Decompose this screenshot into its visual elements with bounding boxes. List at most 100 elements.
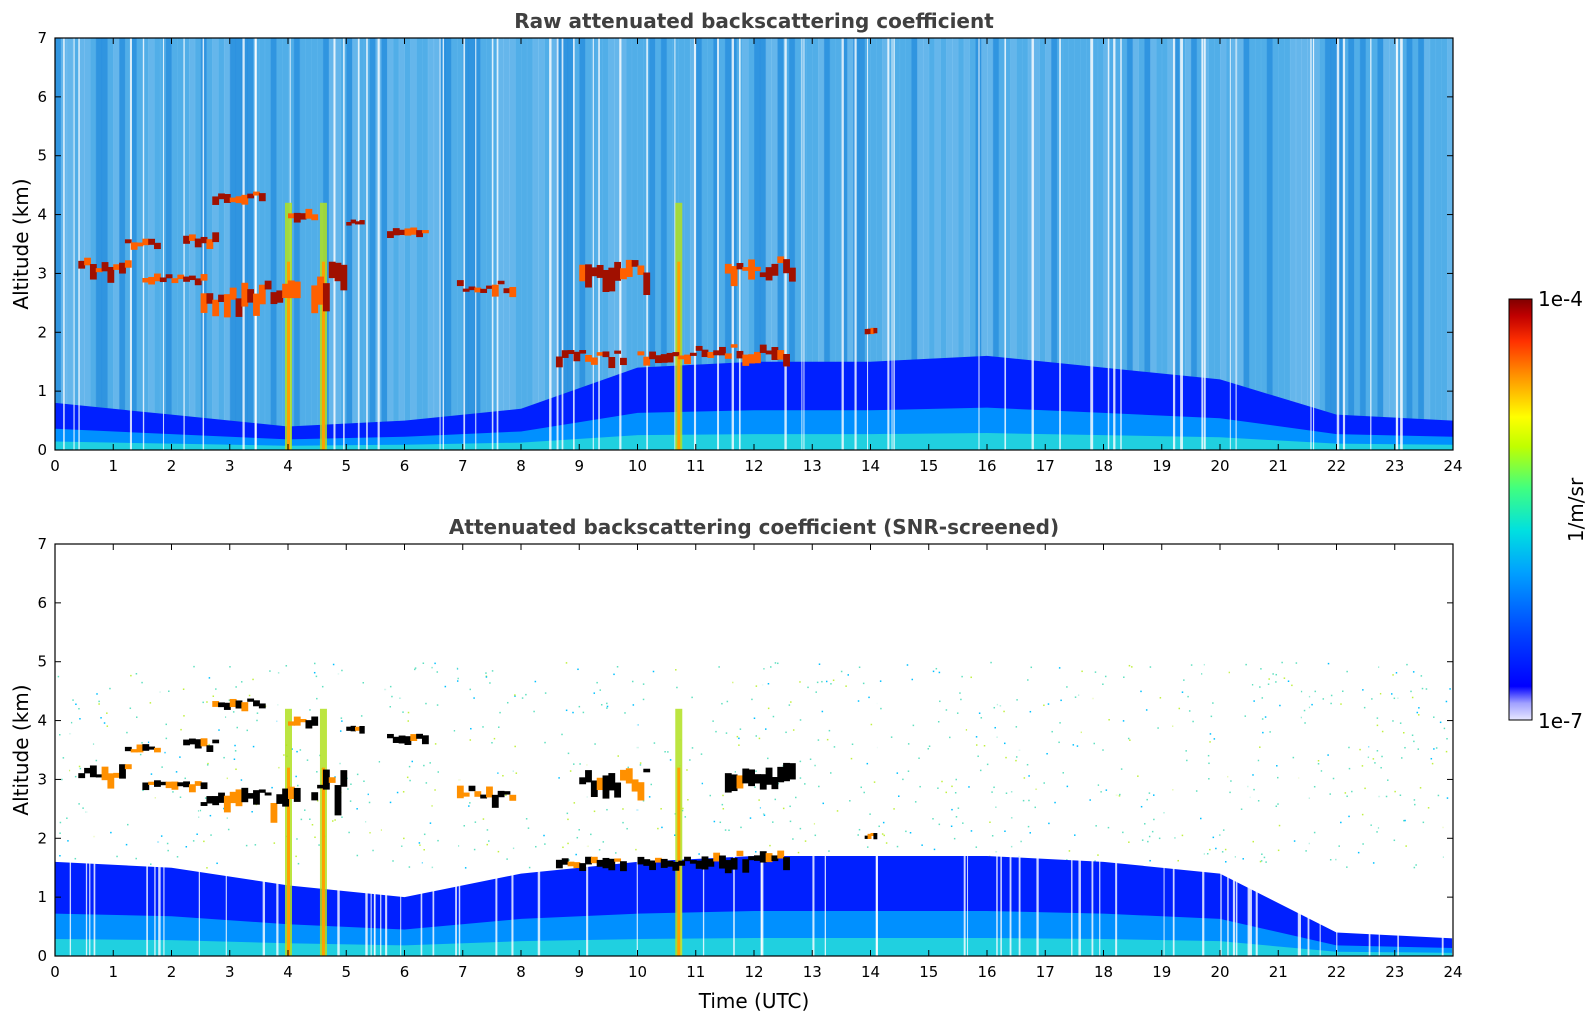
raw-noise-column <box>981 38 988 450</box>
aerosol-speckle <box>593 810 596 813</box>
aerosol-speckle <box>491 741 493 744</box>
aerosol-speckle <box>1004 742 1006 745</box>
dropout-streak <box>996 544 998 956</box>
aerosol-speckle <box>718 666 720 668</box>
aerosol-speckle <box>1225 861 1227 863</box>
aerosol-speckle <box>1430 757 1433 760</box>
cloud-segment <box>590 856 598 864</box>
aerosol-speckle <box>360 715 363 717</box>
raw-noise-column <box>311 38 318 450</box>
aerosol-speckle <box>1379 692 1382 695</box>
aerosol-speckle <box>208 743 210 746</box>
cloud-segment <box>359 220 365 225</box>
raw-noise-column <box>1284 38 1291 450</box>
raw-noise-column <box>940 38 947 450</box>
cloud-segment <box>486 285 493 289</box>
y-tick-label: 6 <box>37 88 47 106</box>
aerosol-speckle <box>1059 722 1061 724</box>
aerosol-speckle <box>423 764 425 767</box>
aerosol-speckle <box>437 839 439 842</box>
cloud-segment <box>585 856 592 865</box>
cloud-segment <box>864 835 869 839</box>
cloud-segment <box>759 774 767 790</box>
aerosol-speckle <box>116 855 118 858</box>
aerosol-speckle <box>1259 860 1262 863</box>
aerosol-speckle <box>1229 791 1231 794</box>
aerosol-speckle <box>78 803 80 805</box>
dropout-streak <box>1031 38 1034 450</box>
cloud-segment <box>713 852 721 862</box>
cloud-segment <box>590 780 598 798</box>
raw-noise-column <box>1388 38 1396 450</box>
cloud-segment <box>480 794 488 799</box>
x-tick-label: 0 <box>50 457 60 475</box>
cloud-segment <box>742 859 750 873</box>
dropout-streak <box>592 38 594 450</box>
raw-noise-column <box>1447 38 1453 450</box>
cloud-segment <box>654 355 662 364</box>
aerosol-speckle <box>1244 715 1247 717</box>
aerosol-speckle <box>1186 759 1188 762</box>
dropout-streak <box>380 544 382 956</box>
raw-noise-column <box>631 38 638 450</box>
aerosol-speckle <box>389 685 392 688</box>
aerosol-speckle <box>1449 688 1451 690</box>
raw-noise-column <box>841 38 848 450</box>
raw-noise-column <box>101 38 108 450</box>
aerosol-speckle <box>422 662 425 664</box>
raw-noise-column <box>1365 38 1372 450</box>
aerosol-speckle <box>67 840 69 842</box>
aerosol-speckle <box>139 753 142 756</box>
aerosol-speckle <box>1151 830 1154 833</box>
raw-noise-column <box>1027 38 1035 450</box>
y-tick-label: 3 <box>37 264 47 282</box>
aerosol-speckle <box>826 738 829 741</box>
aerosol-speckle <box>565 709 568 712</box>
aerosol-speckle <box>642 683 645 685</box>
cloud-segment <box>742 354 750 366</box>
cloud-segment <box>701 349 709 358</box>
aerosol-speckle <box>1364 787 1366 790</box>
aerosol-speckle <box>431 805 433 807</box>
dropout-streak <box>598 38 600 450</box>
cloud-segment <box>258 193 266 202</box>
aerosol-speckle <box>753 717 756 720</box>
aerosol-speckle <box>470 727 472 730</box>
aerosol-speckle <box>881 833 884 835</box>
aerosol-speckle <box>306 759 309 761</box>
aerosol-speckle <box>176 856 179 858</box>
aerosol-speckle <box>825 680 828 683</box>
aerosol-speckle <box>378 761 381 763</box>
cloud-segment <box>643 356 651 366</box>
cloud-segment <box>264 280 272 290</box>
aerosol-speckle <box>167 849 169 852</box>
dropout-streak <box>876 544 878 956</box>
aerosol-speckle <box>209 814 212 817</box>
aerosol-speckle <box>482 726 484 728</box>
aerosol-speckle <box>136 716 138 718</box>
aerosol-speckle <box>927 748 930 750</box>
aerosol-speckle <box>828 850 830 852</box>
aerosol-speckle <box>1027 825 1030 828</box>
dropout-streak <box>89 544 91 956</box>
aerosol-speckle <box>1208 778 1210 780</box>
aerosol-speckle <box>192 840 195 842</box>
raw-noise-column <box>754 38 761 450</box>
cloud-segment <box>247 698 255 702</box>
aerosol-speckle <box>456 667 458 670</box>
dropout-streak <box>463 38 466 450</box>
aerosol-speckle <box>755 851 757 853</box>
raw-noise-column <box>561 38 569 450</box>
raw-noise-column <box>55 38 62 450</box>
aerosol-speckle <box>577 668 579 671</box>
aerosol-speckle <box>1015 726 1018 728</box>
aerosol-speckle <box>818 663 821 665</box>
aerosol-speckle <box>1374 762 1376 764</box>
cloud-segment <box>788 763 796 780</box>
cloud-segment <box>620 769 627 781</box>
dropout-streak <box>1235 544 1238 956</box>
aerosol-speckle <box>208 677 211 679</box>
cloud-segment <box>503 288 511 294</box>
cloud-segment <box>765 853 773 863</box>
cloud-segment <box>218 702 225 708</box>
